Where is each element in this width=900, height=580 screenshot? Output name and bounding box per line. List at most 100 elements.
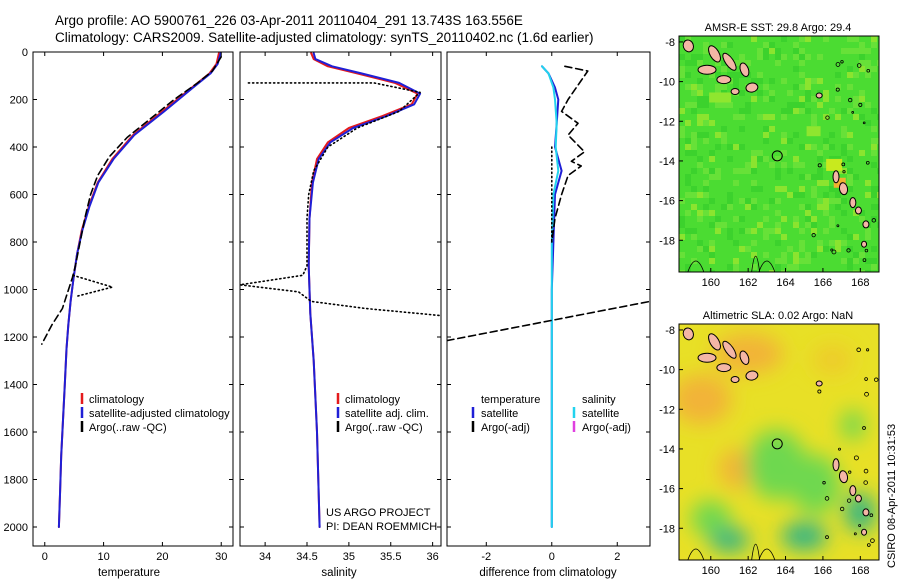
sst-field-cell: [847, 36, 853, 42]
reef-contour: [866, 543, 871, 547]
sst-field-cell: [739, 144, 745, 150]
sst-field-cell: [871, 36, 877, 42]
sst-field-cell: [763, 42, 769, 48]
reef-contour: [853, 532, 857, 536]
sst-field-cell: [781, 162, 787, 168]
sst-warm-patch: [833, 177, 846, 188]
sst-field-cell: [793, 162, 799, 168]
reef-contour: [874, 377, 879, 382]
sst-field-cell: [739, 54, 745, 60]
sst-field-cell: [799, 54, 805, 60]
sst-field-cell: [703, 42, 709, 48]
sst-field-cell: [859, 54, 865, 60]
sst-field-cell: [715, 168, 721, 174]
sst-field-cell: [709, 150, 715, 156]
sst-field-cell: [787, 108, 793, 114]
depth-tick-label: 1000: [4, 285, 28, 297]
sst-field-cell: [727, 144, 733, 150]
temperature-xtick-label: 30: [215, 551, 227, 563]
sst-field-cell: [745, 228, 751, 234]
sst-field-cell: [733, 72, 739, 78]
sst-field-cell: [775, 156, 781, 162]
sst-field-cell: [853, 48, 859, 54]
sst-field-cell: [835, 192, 841, 198]
depth-tick-label: 1400: [4, 380, 28, 392]
difference-series-1-satellite: [541, 65, 560, 528]
sst-field-cell: [709, 258, 715, 264]
sst-field-cell: [823, 210, 829, 216]
sst-field-cell: [727, 198, 733, 204]
sst-field-cell: [703, 210, 709, 216]
sst-field-cell: [751, 36, 757, 42]
reef-contour: [811, 233, 816, 238]
sst-field-cell: [823, 180, 829, 186]
sst-map-ytick-label: -8: [665, 37, 675, 49]
sst-field-cell: [745, 204, 751, 210]
sst-field-cell: [799, 72, 805, 78]
sst-field-cell: [769, 48, 775, 54]
sst-field-cell: [697, 102, 703, 108]
sst-field-cell: [817, 168, 823, 174]
sst-field-cell: [877, 186, 879, 192]
sst-field-cell: [733, 78, 739, 84]
sst-field-cell: [715, 222, 721, 228]
reef-contour: [846, 248, 851, 253]
sst-field-cell: [829, 216, 835, 222]
reef-contour: [864, 391, 869, 397]
sst-field-cell: [757, 156, 763, 162]
sst-field-cell: [715, 132, 721, 138]
sst-field-cell: [793, 192, 799, 198]
sst-field-cell: [721, 84, 727, 90]
sst-map-panel: AMSR-E SST: 29.8 Argo: 29.4 160 162 164 166…: [659, 22, 880, 289]
sst-field-cell: [799, 228, 805, 234]
sst-field-cell: [751, 204, 757, 210]
sst-field-cell: [871, 264, 877, 270]
sst-field-cell: [799, 162, 805, 168]
reef-contour: [848, 470, 852, 474]
sst-field-cell: [691, 144, 697, 150]
sst-map-frame: [678, 35, 880, 273]
temperature-panel: 0 10 20 30 0 200 400 600 800 1000 1200 1400 1600 1800…: [4, 47, 234, 579]
depth-tick-label: 2000: [4, 522, 28, 534]
difference-xtick-label: 0: [549, 551, 555, 563]
sst-map-ytick-label: -16: [659, 196, 675, 208]
sst-field-cell: [841, 210, 847, 216]
reef-contour: [840, 506, 845, 512]
sst-field-cell: [799, 186, 805, 192]
sst-field-cell: [805, 216, 811, 222]
reef-contour: [853, 455, 859, 461]
sst-field-cell: [781, 108, 787, 114]
temperature-xtick-label: 20: [156, 551, 168, 563]
sst-field-cell: [811, 174, 817, 180]
sst-field-cell: [805, 108, 811, 114]
sst-field-cell: [691, 192, 697, 198]
sst-field-cell: [715, 144, 721, 150]
sst-field-cell: [769, 126, 775, 132]
sst-field-cell: [697, 156, 703, 162]
sst-field-cell: [811, 252, 817, 258]
sst-field-cell: [691, 132, 697, 138]
sst-field-cell: [799, 108, 805, 114]
sst-field-cell: [739, 126, 745, 132]
sst-field-cell: [739, 168, 745, 174]
sst-field-cell: [775, 54, 781, 60]
depth-tick-label: 1200: [4, 332, 28, 344]
sst-field-cell: [865, 60, 871, 66]
sst-field-cell: [847, 180, 853, 186]
sst-field-cell: [793, 54, 799, 60]
sst-field-cell: [721, 222, 727, 228]
sst-field-cell: [871, 66, 877, 72]
island-shape: [708, 45, 721, 63]
sla-anomaly-patch: [709, 528, 750, 553]
sst-field-cell: [709, 120, 715, 126]
sst-field-cell: [727, 204, 733, 210]
sst-field-cell: [697, 132, 703, 138]
sst-field-cell: [715, 228, 721, 234]
difference-series-2-argo-adj-: [551, 65, 589, 243]
sst-field-cell: [769, 42, 775, 48]
sst-field-cell: [709, 222, 715, 228]
sst-field-cell: [793, 66, 799, 72]
sst-field-cell: [709, 240, 715, 246]
reef-contour: [864, 248, 869, 253]
sst-field-cell: [781, 186, 787, 192]
